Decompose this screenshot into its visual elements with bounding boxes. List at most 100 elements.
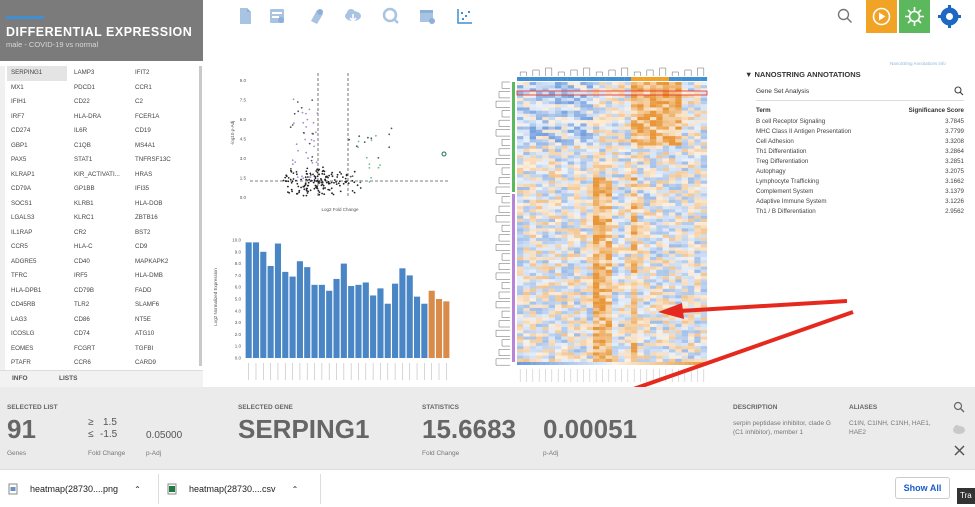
scatter-chart-icon[interactable] <box>455 6 475 26</box>
heatmap[interactable] <box>490 64 720 384</box>
gene-list-item[interactable]: LAMP3 <box>74 69 95 76</box>
gene-list-item[interactable]: CARD9 <box>135 359 156 366</box>
zoom-search-icon[interactable] <box>381 6 401 26</box>
gene-list-item[interactable]: ADGRE5 <box>11 257 37 265</box>
bar[interactable] <box>370 295 377 358</box>
plugin-button[interactable] <box>899 0 930 33</box>
bar[interactable] <box>304 267 311 358</box>
expression-bar-chart[interactable]: Log2 Normalized Expression 10.09.08.07.0… <box>205 232 455 384</box>
gene-list-item[interactable]: LGALS3 <box>11 214 35 221</box>
annotations-info-link[interactable]: NanoString Annotations info <box>890 61 946 66</box>
document-icon[interactable] <box>235 6 255 26</box>
chevron-up-icon[interactable]: ⌃ <box>134 484 141 494</box>
pin-icon[interactable] <box>307 6 327 26</box>
gene-list-item[interactable]: FCER1A <box>135 112 160 120</box>
gene-list-item[interactable]: SOCS1 <box>11 199 32 207</box>
download-item-png[interactable]: heatmap(28730....png ⌃ <box>8 470 153 507</box>
bar[interactable] <box>289 276 296 358</box>
gene-list-item[interactable]: CD9 <box>135 243 148 250</box>
gene-list-item[interactable]: GP1BB <box>74 185 95 192</box>
gene-list-item[interactable]: C1QB <box>74 141 91 149</box>
gene-list-item[interactable]: IFI35 <box>135 185 150 192</box>
tab-lists[interactable]: LISTS <box>59 375 78 382</box>
gene-list-item[interactable]: IRF7 <box>11 112 25 120</box>
gene-list-item[interactable]: KIR_ACTIVATI... <box>74 170 120 178</box>
bar[interactable] <box>421 303 428 358</box>
gene-list-item[interactable]: TFRC <box>11 272 28 279</box>
gene-list-item[interactable]: IL1RAP <box>11 228 33 236</box>
gene-list-item[interactable]: PTAFR <box>11 359 31 366</box>
gene-list-item[interactable]: ATG10 <box>135 330 155 337</box>
bar[interactable] <box>413 296 421 358</box>
annotation-row[interactable]: Adaptive Immune System 3.1226 <box>756 198 964 208</box>
gene-list-item[interactable]: CD22 <box>74 98 90 105</box>
gene-list-item[interactable]: CR2 <box>74 228 87 236</box>
gene-list-item[interactable]: HLA-DPB1 <box>11 286 42 294</box>
gene-list-item[interactable]: LAG3 <box>11 315 27 323</box>
gene-list-item[interactable]: MX1 <box>11 83 24 91</box>
gene-list-item[interactable]: MS4A1 <box>135 141 156 149</box>
bar[interactable] <box>362 282 369 358</box>
bar[interactable] <box>326 290 333 358</box>
bar[interactable] <box>406 275 413 358</box>
gene-list-item[interactable]: HLA-DOB <box>135 199 163 207</box>
gene-list-item[interactable]: TLR2 <box>74 301 90 308</box>
gene-list-item[interactable]: CD79B <box>74 286 94 294</box>
search-icon[interactable] <box>836 7 854 25</box>
gene-list-item[interactable]: CD45RB <box>11 301 36 308</box>
bar[interactable] <box>377 288 384 358</box>
gene-list-item[interactable]: ZBTB16 <box>135 214 158 221</box>
gene-list-item[interactable]: TGFBI <box>135 344 154 352</box>
gene-list-item[interactable]: KLRB1 <box>74 199 94 207</box>
stats-search-icon[interactable] <box>953 401 965 413</box>
chevron-up-icon[interactable]: ⌃ <box>291 484 299 494</box>
gene-list-item[interactable]: HLA-DRA <box>74 112 102 120</box>
gene-list-item[interactable]: EOMES <box>11 344 34 352</box>
bar[interactable] <box>267 265 274 358</box>
annotations-header[interactable]: ▼ NANOSTRING ANNOTATIONS <box>745 70 861 79</box>
gene-list-item[interactable]: SLAMF6 <box>135 301 160 308</box>
gene-list-item[interactable]: NT5E <box>135 315 151 323</box>
bar[interactable] <box>296 261 303 358</box>
settings-button[interactable] <box>933 0 966 33</box>
cloud-icon[interactable] <box>952 423 966 435</box>
annotation-row[interactable]: Treg Differentiation 3.2851 <box>756 158 964 168</box>
annotation-row[interactable]: Complement System 3.1379 <box>756 188 964 198</box>
bar[interactable] <box>252 242 260 358</box>
annotation-row[interactable]: Autophagy 3.2075 <box>756 168 964 178</box>
annotation-row[interactable]: Lymphocyte Trafficking 3.1662 <box>756 178 964 188</box>
volcano-plot[interactable]: 9.07.56.04.53.01.50.0 Log2 Fold Change -… <box>230 68 460 218</box>
gene-list-item[interactable]: KLRC1 <box>74 214 94 221</box>
gene-list-item[interactable]: FCGRT <box>74 344 96 352</box>
gene-list-item[interactable]: CCR5 <box>11 243 28 250</box>
annotation-search-icon[interactable] <box>954 86 964 96</box>
gene-list-item[interactable]: CD79A <box>11 185 31 192</box>
bar[interactable] <box>340 263 347 358</box>
gene-list-item[interactable]: SERPING1 <box>7 66 67 81</box>
gene-list-item[interactable]: PDCD1 <box>74 83 95 91</box>
gene-list-item[interactable]: CD86 <box>74 315 90 323</box>
bar[interactable] <box>333 278 340 358</box>
bar[interactable] <box>282 271 289 358</box>
annotation-row[interactable]: Th1 / B Differentiation 2.9562 <box>756 208 964 218</box>
report-icon[interactable] <box>267 6 287 26</box>
cloud-download-icon[interactable] <box>343 6 363 26</box>
close-icon[interactable] <box>954 445 965 456</box>
bar[interactable] <box>443 301 450 358</box>
gene-list-item[interactable]: IFIH1 <box>11 98 27 105</box>
gene-list-item[interactable]: IL6R <box>74 127 88 134</box>
gene-list-item[interactable]: PAX5 <box>11 156 27 163</box>
annotation-row[interactable]: MHC Class II Antigen Presentation 3.7799 <box>756 128 964 138</box>
annotation-row[interactable]: Cell Adhesion 3.3208 <box>756 138 964 148</box>
gene-list-item[interactable]: BST2 <box>135 228 151 236</box>
gene-list-item[interactable]: IFIT2 <box>135 69 150 76</box>
gene-list-item[interactable]: STAT1 <box>74 156 93 163</box>
gene-list-item[interactable]: HLA-C <box>74 243 93 250</box>
gene-list-scrollbar[interactable] <box>199 66 202 366</box>
bar[interactable] <box>245 242 252 358</box>
bar[interactable] <box>260 251 267 358</box>
gene-list-item[interactable]: CCR1 <box>135 83 152 91</box>
download-item-csv[interactable]: heatmap(28730....csv ⌃ <box>167 470 317 507</box>
calendar-grid-icon[interactable] <box>417 6 437 26</box>
gene-list-item[interactable]: CD40 <box>74 257 90 265</box>
